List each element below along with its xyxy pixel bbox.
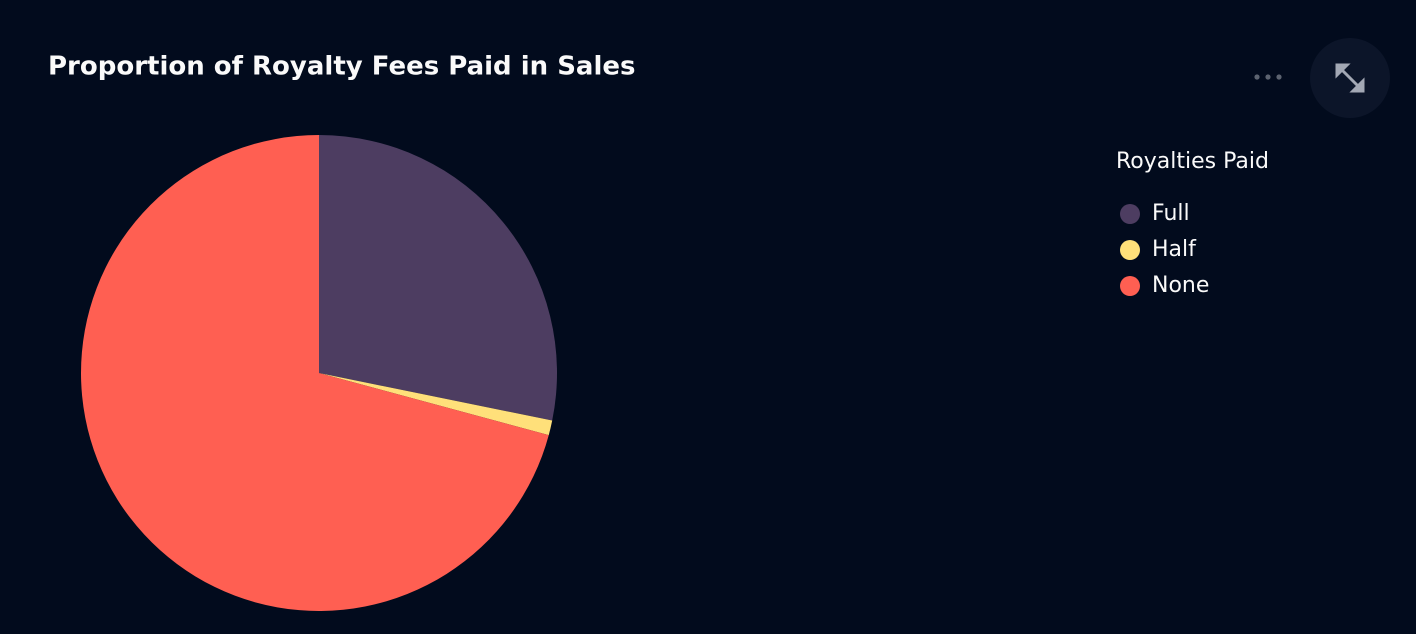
legend-swatch xyxy=(1120,204,1140,224)
legend-label[interactable]: None xyxy=(1152,273,1209,298)
chart-title: Proportion of Royalty Fees Paid in Sales xyxy=(48,52,636,82)
legend-swatch xyxy=(1120,240,1140,260)
dot xyxy=(1276,74,1282,80)
legend-label[interactable]: Full xyxy=(1152,201,1190,226)
dot xyxy=(1254,74,1260,80)
dot xyxy=(1265,74,1271,80)
legend-label[interactable]: Half xyxy=(1152,237,1197,262)
pie-slice xyxy=(319,373,553,436)
pie-slice xyxy=(319,135,558,421)
pie-slice xyxy=(80,135,549,611)
more-menu[interactable] xyxy=(1254,74,1282,80)
legend-title: Royalties Paid xyxy=(1116,149,1269,174)
fullscreen-button[interactable] xyxy=(1310,38,1390,118)
legend-swatch xyxy=(1120,276,1140,296)
expand-icon xyxy=(1335,63,1365,93)
